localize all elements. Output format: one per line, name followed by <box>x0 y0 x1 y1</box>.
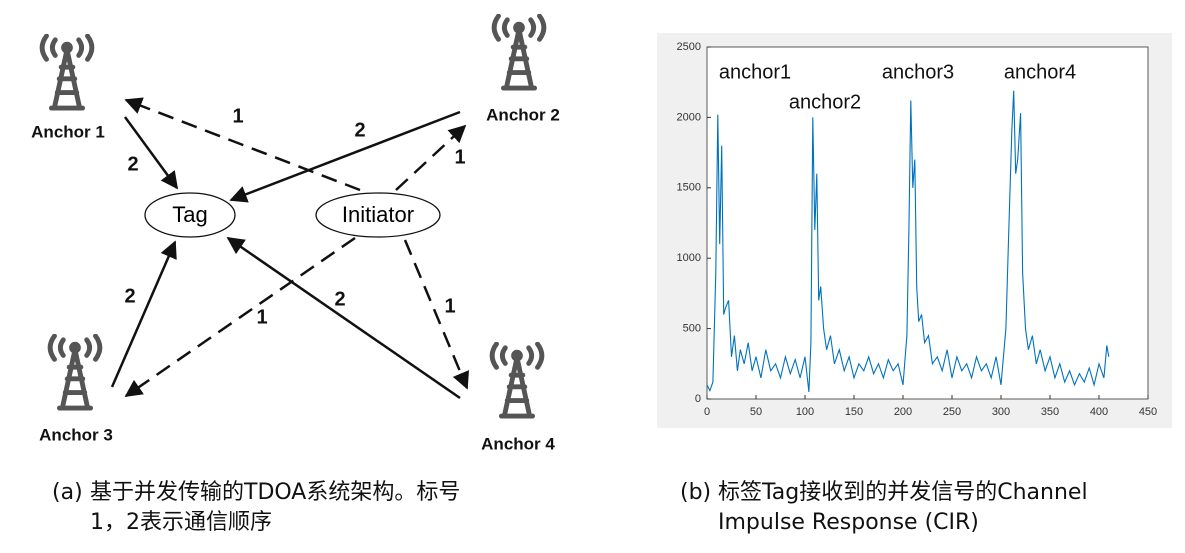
x-tick-label: 0 <box>704 406 710 418</box>
anchor-label: Anchor 4 <box>481 434 555 453</box>
anchor-label: Anchor 2 <box>486 105 560 124</box>
arrow <box>124 236 356 398</box>
arrow <box>229 110 461 203</box>
y-tick-label: 2000 <box>677 111 701 123</box>
annotation: anchor2 <box>789 91 861 113</box>
anchor-label: Anchor 1 <box>31 122 105 141</box>
x-tick-label: 300 <box>992 406 1010 418</box>
diagram: Anchor 1 Anchor 2 Anchor 3 Anchor 4 Tag … <box>31 16 560 453</box>
anchor-icon <box>42 36 92 108</box>
arrow <box>124 97 361 192</box>
caption-text: 标签Tag接收到的并发信号的Channel Impulse Response (… <box>718 480 1088 535</box>
edge-label: 2 <box>124 285 135 307</box>
annotation: anchor3 <box>882 61 954 83</box>
y-tick-label: 0 <box>695 393 701 405</box>
x-tick-label: 200 <box>894 406 912 418</box>
arrow <box>123 116 179 190</box>
caption-label: (a) <box>52 480 83 505</box>
anchor-icon <box>492 344 542 416</box>
chart: 0 50 100 150 200 250 300 350 400 450 0 500 1000 1500 2… <box>677 41 1158 418</box>
caption-label: (b) <box>680 480 712 505</box>
x-tick-label: 150 <box>845 406 863 418</box>
arrow <box>226 236 461 400</box>
initiator-label: Initiator <box>342 202 414 227</box>
edge-label: 1 <box>256 306 267 328</box>
y-tick-label: 2500 <box>677 41 701 53</box>
arrow <box>403 239 469 390</box>
annotation: anchor1 <box>719 61 791 83</box>
annotation: anchor4 <box>1004 61 1076 83</box>
axes-box <box>706 46 1149 400</box>
x-tick-label: 400 <box>1090 406 1108 418</box>
tag-label: Tag <box>172 202 207 227</box>
y-tick-label: 1500 <box>677 182 701 194</box>
plot-area <box>707 47 1148 399</box>
initiator-node <box>315 192 441 238</box>
y-tick-label: 500 <box>683 323 701 335</box>
x-tick-label: 350 <box>1041 406 1059 418</box>
anchor-icon <box>494 16 544 88</box>
anchor-icon <box>50 336 100 408</box>
edge-label: 1 <box>454 146 465 168</box>
edge-label: 1 <box>232 105 243 127</box>
x-tick-label: 100 <box>796 406 814 418</box>
edge-label: 1 <box>444 295 455 317</box>
edge-label: 2 <box>334 288 345 310</box>
edge-label: 2 <box>354 119 365 141</box>
edge-label: 2 <box>127 153 138 175</box>
arrow <box>110 240 177 388</box>
tag-node <box>144 192 236 238</box>
caption-text: 基于并发传输的TDOA系统架构。标号1，2表示通信顺序 <box>90 480 461 535</box>
arrow <box>395 124 467 191</box>
cir-line <box>706 90 1110 393</box>
anchor-label: Anchor 3 <box>39 425 113 444</box>
y-tick-label: 1000 <box>677 252 701 264</box>
x-tick-label: 450 <box>1139 406 1157 418</box>
x-tick-label: 250 <box>943 406 961 418</box>
x-tick-label: 50 <box>750 406 762 418</box>
